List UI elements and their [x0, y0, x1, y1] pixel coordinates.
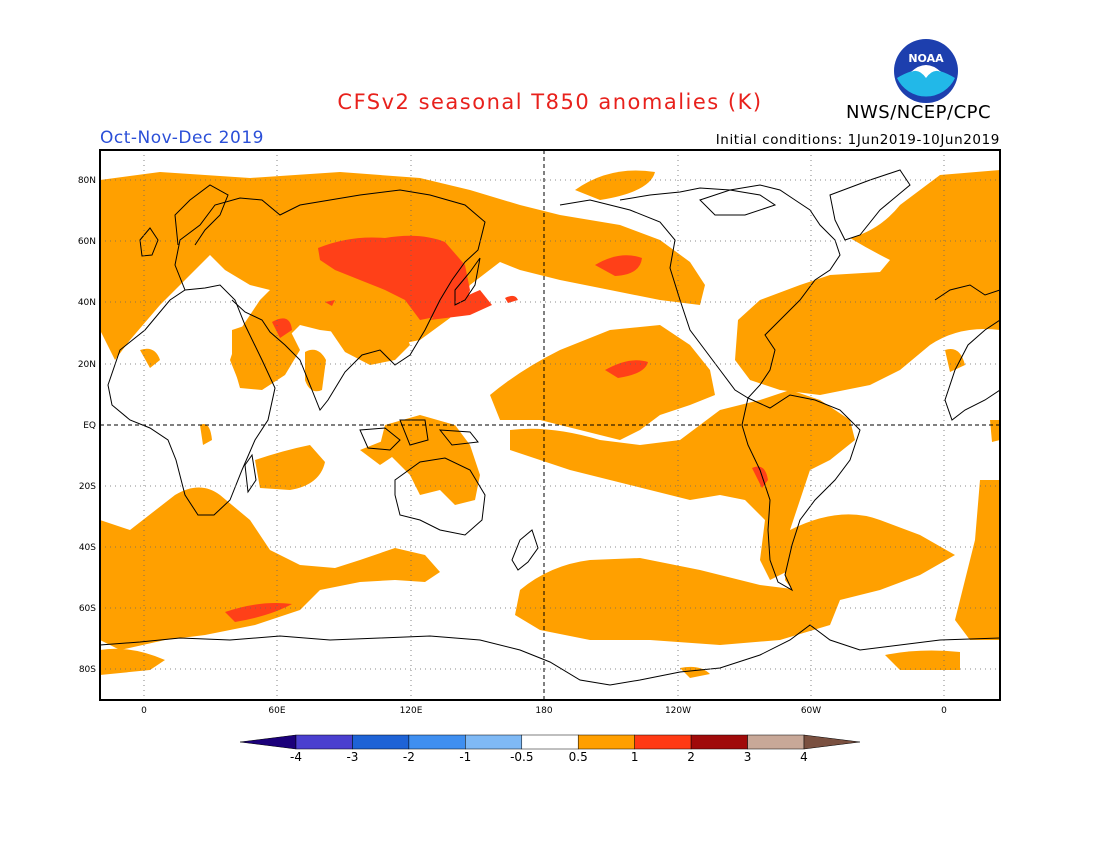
lon-label: 60W: [801, 706, 821, 716]
colorbar-swatch: [803, 734, 861, 750]
anomaly-shading: [100, 150, 1000, 700]
colorbar-label: 1: [631, 750, 639, 764]
lat-label: EQ: [83, 421, 96, 431]
color-bar: -4 -3 -2 -1 -0.5 0.5 1 2 3 4: [239, 734, 861, 764]
equator-dateline: [100, 150, 1000, 700]
colorbar-label: -0.5: [510, 750, 533, 764]
colorbar-label: -1: [459, 750, 471, 764]
lat-label: 20N: [78, 360, 96, 370]
colorbar-label: 4: [800, 750, 808, 764]
colorbar-label: -3: [346, 750, 358, 764]
map-title: CFSv2 seasonal T850 anomalies (K): [337, 90, 763, 114]
lat-label: 20S: [79, 482, 96, 492]
colorbar-swatch: [747, 734, 805, 750]
colorbar-label: 3: [744, 750, 752, 764]
noaa-logo-icon: NOAA: [894, 39, 958, 103]
lon-label: 180: [535, 706, 552, 716]
lat-label: 40N: [78, 298, 96, 308]
colorbar-swatch: [690, 734, 748, 750]
logo-text: NOAA: [908, 52, 944, 65]
colorbar-swatch: [408, 734, 466, 750]
colorbar-label: 2: [687, 750, 695, 764]
latitude-labels: 80N 60N 40N 20N EQ 20S 40S 60S 80S: [78, 176, 96, 675]
lat-label: 40S: [79, 543, 96, 553]
organization-label: NWS/NCEP/CPC: [846, 102, 992, 123]
lat-label: 60S: [79, 604, 96, 614]
lon-label: 120E: [400, 706, 423, 716]
colorbar-swatch: [465, 734, 523, 750]
longitude-labels: 0 60E 120E 180 120W 60W 0: [141, 706, 947, 716]
colorbar-label: -4: [290, 750, 302, 764]
coastlines: [100, 169, 1000, 686]
lon-label: 60E: [268, 706, 285, 716]
colorbar-swatch: [352, 734, 410, 750]
colorbar-swatch: [239, 734, 297, 750]
map-frame: [99, 149, 1001, 701]
colorbar-swatch: [295, 734, 353, 750]
colorbar-label: -2: [403, 750, 415, 764]
lat-label: 80S: [79, 665, 96, 675]
colorbar-swatch: [634, 734, 692, 750]
lon-label: 0: [141, 706, 147, 716]
initial-conditions: Initial conditions: 1Jun2019-10Jun2019: [715, 132, 1000, 148]
colorbar-swatch: [521, 734, 579, 750]
lon-label: 120W: [665, 706, 691, 716]
lat-label: 60N: [78, 237, 96, 247]
lon-label: 0: [941, 706, 947, 716]
colorbar-label: 0.5: [569, 750, 588, 764]
forecast-period: Oct-Nov-Dec 2019: [100, 128, 264, 148]
lat-label: 80N: [78, 176, 96, 186]
colorbar-swatch: [577, 734, 635, 750]
